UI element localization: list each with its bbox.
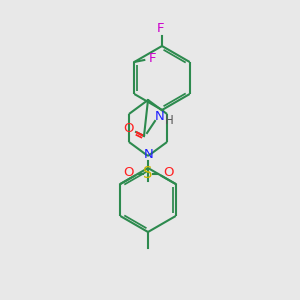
- Text: O: O: [123, 122, 133, 136]
- Text: F: F: [148, 52, 156, 65]
- Text: F: F: [157, 22, 165, 35]
- Text: O: O: [123, 167, 133, 179]
- Text: O: O: [163, 167, 173, 179]
- Text: H: H: [165, 113, 173, 127]
- Text: S: S: [143, 167, 153, 182]
- Text: N: N: [155, 110, 165, 124]
- Text: N: N: [144, 148, 154, 160]
